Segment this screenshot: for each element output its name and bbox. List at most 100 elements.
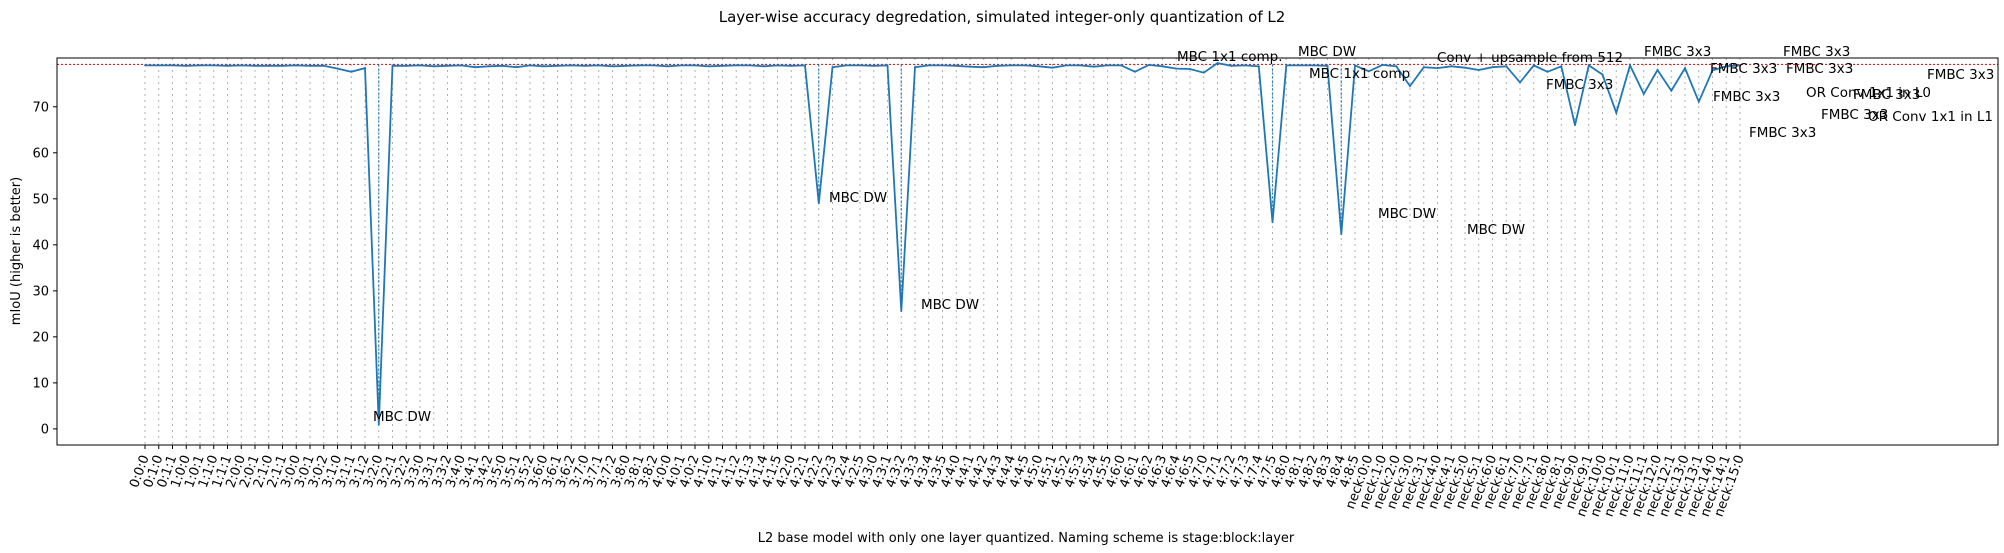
y-tick-label: 50 [32,192,49,207]
data-point [1519,81,1521,84]
data-point [735,64,738,67]
data-point [212,64,215,67]
data-point [267,64,270,67]
annotation-label: FMBC 3x3 [1786,61,1853,77]
data-point [707,65,710,68]
data-point [1257,65,1260,68]
x-axis: 0:0:00:1:00:1:11:0:01:0:11:1:01:1:12:0:0… [127,445,1748,519]
data-point [144,64,146,67]
data-point [886,64,889,67]
data-point [1340,233,1343,236]
data-point [996,64,999,67]
data-point [955,64,958,67]
data-point [281,64,284,67]
data-point [597,64,600,67]
y-tick-label: 30 [32,284,49,299]
data-point [1024,64,1026,67]
drop-markers [378,64,1342,425]
data-point [1106,64,1109,67]
data-point [804,64,806,67]
data-point [1477,69,1480,71]
data-point [941,64,944,67]
data-point [171,64,174,67]
data-point [309,64,311,67]
data-point [1409,85,1411,87]
annotation-label: MBC DW [921,297,979,313]
annotation-label: FMBC 3x3 [1927,67,1994,83]
data-point [1601,73,1604,76]
y-axis-label: mIoU (higher is better) [9,177,24,325]
data-point [1436,67,1439,70]
data-point [1065,64,1068,67]
data-point [625,64,628,67]
annotation-label: OR Conv 1x1 in L0 [1806,85,1931,101]
data-point [1450,65,1453,68]
data-point [1725,65,1728,68]
data-point [1574,124,1576,127]
data-point [364,67,366,70]
data-point [1505,65,1508,68]
data-point [1670,89,1673,92]
annotation-label: MBC 1x1 comp. [1177,49,1283,65]
x-grid-lines [144,58,1741,445]
data-point [1299,64,1301,67]
data-point [1656,69,1659,71]
annotation-label: FMBC 3x3 [1710,61,1777,77]
annotation-label: MBC DW [1378,206,1436,222]
annotation-label: FMBC 3x3 [1821,107,1888,123]
data-point [1285,64,1288,67]
data-point [1491,66,1494,69]
data-point [1326,64,1329,67]
annotation-label: FMBC 3x3 [1546,77,1613,93]
data-point [336,67,339,70]
annotation-label: MBC 1x1 comp [1309,66,1410,82]
data-point [1189,68,1191,70]
data-point [1684,67,1686,70]
data-point [1711,69,1714,72]
data-point [1010,64,1013,67]
data-point [845,64,848,67]
data-point [1092,65,1095,68]
data-point [474,66,476,69]
data-point [666,65,669,68]
data-point [1464,66,1466,69]
y-tick-label: 0 [41,422,49,437]
annotation-label: MBC DW [1298,44,1356,60]
annotation-label: MBC DW [373,409,431,425]
x-axis-label: L2 base model with only one layer quanti… [758,531,1295,546]
data-point [652,64,655,67]
data-point [1697,100,1700,103]
data-point [790,64,793,67]
data-point [377,423,380,426]
y-tick-label: 10 [32,376,49,391]
data-point [199,64,201,67]
data-point [1560,65,1563,68]
data-point [1367,70,1370,73]
data-point [185,64,188,67]
data-point [1587,64,1590,67]
data-point [584,64,586,67]
data-point [1244,64,1246,67]
data-point [1629,64,1631,67]
data-point [1546,70,1549,73]
annotation-label: MBC DW [829,190,887,206]
data-point [295,64,298,67]
data-point [872,64,875,67]
data-point [721,64,724,67]
data-point [1615,111,1618,114]
data-point [1147,64,1150,66]
data-point [1037,65,1040,68]
annotation-label: FMBC 3x3 [1749,125,1816,141]
data-point [1079,64,1081,67]
annotation-label: FMBC 3x3 [1853,87,1920,103]
data-point [1381,64,1384,66]
data-point [529,64,531,67]
data-point [1161,65,1164,68]
data-point [776,64,779,67]
plot-area-frame [56,57,1999,446]
data-point [1395,65,1398,68]
data-point [391,64,394,67]
data-point [611,65,614,68]
data-point [226,64,229,67]
data-point [914,66,916,69]
